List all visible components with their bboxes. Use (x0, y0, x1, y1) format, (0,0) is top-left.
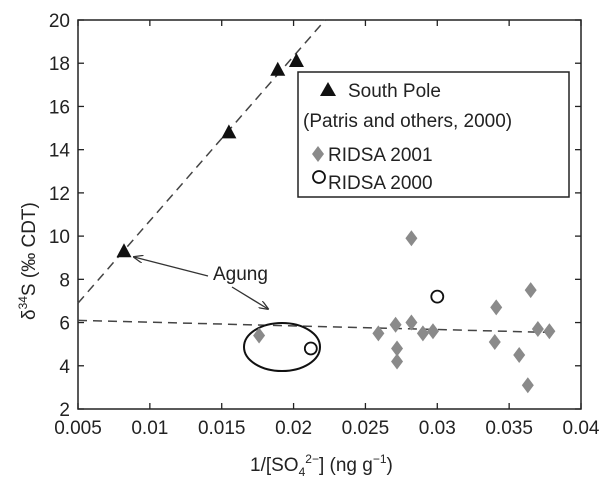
trend-line-1 (77, 19, 326, 304)
y-tick-label: 6 (59, 314, 70, 335)
legend-diamond-marker (312, 146, 324, 162)
ridsa-2001-point (521, 377, 534, 394)
legend-south-pole-citation: (Patris and others, 2000) (303, 111, 512, 132)
ridsa-2001-point (490, 299, 503, 316)
ridsa-2001-point (426, 323, 439, 340)
x-axis-label: 1/[SO42−] (ng g−1) (250, 452, 393, 479)
y-axis-label: δ34S (‰ CDT) (16, 202, 40, 320)
x-tick-label: 0.005 (54, 418, 102, 439)
ridsa-2001-point (391, 353, 404, 370)
agung-label: Agung (213, 264, 268, 285)
ridsa-2001-point (372, 325, 385, 342)
ridsa-2001-point (543, 323, 556, 340)
y-tick-label: 4 (59, 357, 70, 378)
x-tick-label: 0.015 (198, 418, 246, 439)
south-pole-point (116, 243, 132, 258)
ridsa-2000-point (430, 289, 445, 304)
legend-box (297, 71, 570, 198)
y-tick-label: 12 (49, 184, 70, 205)
ridsa-2001-point (391, 340, 404, 357)
legend-south-pole-label: South Pole (348, 81, 441, 102)
y-tick-label: 20 (49, 11, 70, 32)
ridsa-2001-point (513, 346, 526, 363)
x-tick-label: 0.04 (563, 418, 600, 439)
legend-triangle-marker (320, 82, 336, 96)
x-tick-labels: 0.005 0.01 0.015 0.02 0.025 0.03 0.035 0.04 (54, 418, 600, 439)
ridsa-2001-point (416, 325, 429, 342)
legend-circle-marker (312, 170, 326, 184)
agung-arrow-left (134, 257, 209, 277)
plot-frame (77, 19, 582, 410)
y-tick-label: 16 (49, 97, 70, 118)
y-tick-label: 8 (59, 270, 70, 291)
ridsa-2001-point (524, 282, 537, 299)
agung-arrow-right (231, 286, 268, 309)
x-tick-label: 0.02 (275, 418, 312, 439)
legend-ridsa2000-label: RIDSA 2000 (328, 173, 433, 194)
south-pole-point (288, 53, 304, 68)
axis-ticks (77, 19, 582, 410)
x-tick-label: 0.03 (419, 418, 456, 439)
legend: South Pole (Patris and others, 2000) RID… (297, 71, 570, 198)
trend-line-2 (77, 319, 546, 334)
y-tick-labels: 2 4 6 8 10 12 14 16 18 20 (49, 11, 71, 421)
legend-ridsa2001-label: RIDSA 2001 (328, 145, 433, 166)
x-tick-label: 0.01 (131, 418, 168, 439)
south-pole-point (270, 61, 286, 76)
ridsa-2001-point (405, 230, 418, 247)
y-tick-label: 18 (49, 54, 70, 75)
y-tick-label: 10 (49, 227, 70, 248)
agung-annotation: Agung (134, 257, 321, 372)
ridsa-2000-point (303, 341, 318, 356)
ridsa-2001-point (389, 316, 402, 333)
south-pole-point (221, 124, 237, 139)
data-points (116, 53, 556, 394)
ridsa-2001-point (488, 334, 501, 351)
x-tick-label: 0.025 (342, 418, 390, 439)
y-tick-label: 2 (59, 400, 70, 421)
x-tick-label: 0.035 (485, 418, 533, 439)
agung-ellipse (243, 322, 321, 372)
ridsa-2001-point (405, 314, 418, 331)
y-tick-label: 14 (49, 141, 71, 162)
ridsa-2001-point (531, 321, 544, 338)
ridsa-2001-point (253, 327, 266, 344)
